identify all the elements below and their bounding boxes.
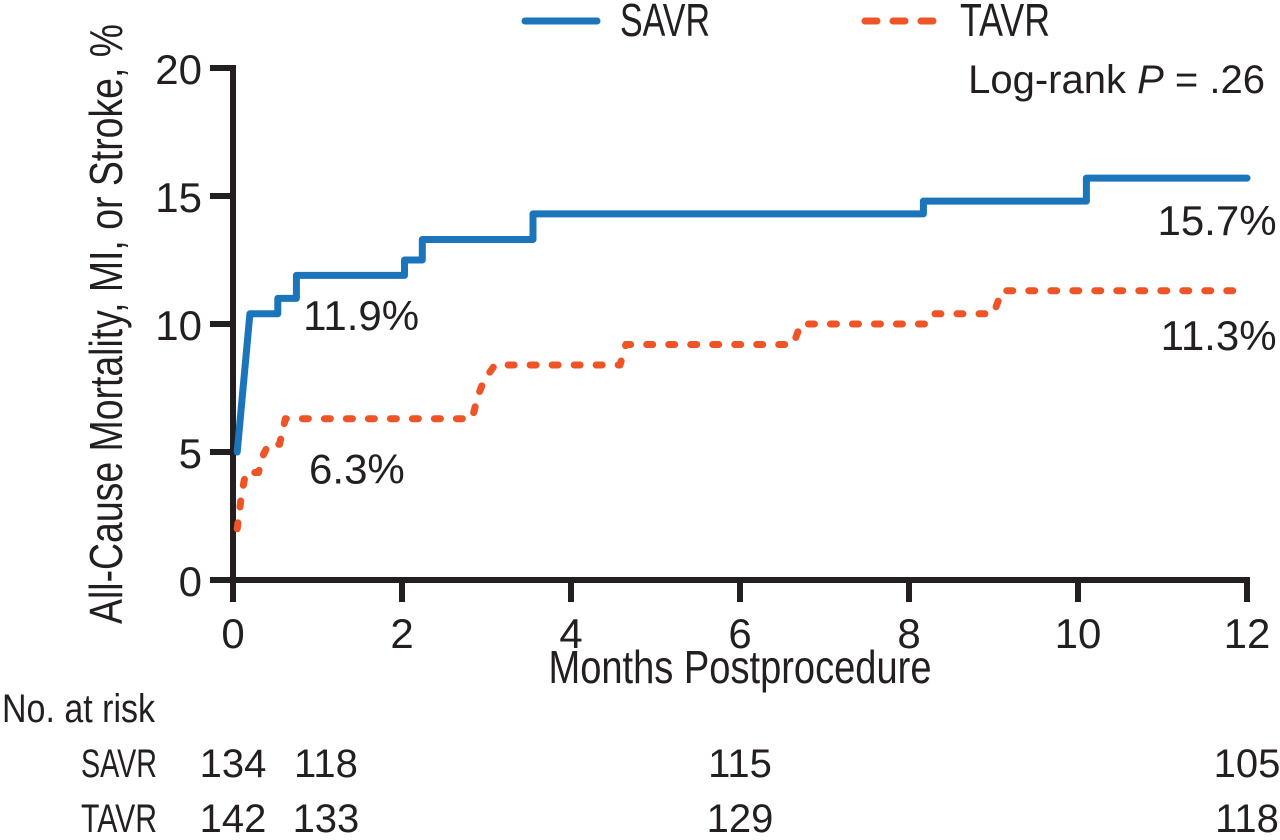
axes: 0 5 10 15 20 0 2 4 6 8 10 12 (155, 46, 1270, 657)
y-axis-label: All-Cause Mortality, MI, or Stroke, % (80, 24, 132, 624)
risk-table: No. at risk SAVR TAVR 134 118 115 105 142 133… (2, 687, 1280, 840)
logrank-suffix: = .26 (1164, 58, 1265, 102)
curve-savr (233, 174, 1251, 456)
y-tick-label: 0 (179, 558, 202, 605)
risk-cell-savr-3: 105 (1214, 742, 1280, 786)
x-tick-label: 8 (897, 610, 920, 657)
risk-cell-tavr-2: 129 (707, 797, 774, 840)
legend-tavr-label: TAVR (960, 0, 1050, 46)
x-tick-label: 4 (559, 610, 582, 657)
curve-value-label: 11.9% (303, 292, 419, 339)
y-tick-label: 10 (155, 302, 202, 349)
logrank-p-symbol: P (1137, 58, 1164, 102)
risk-row-label-savr: SAVR (81, 742, 157, 786)
curve-value-label: 6.3% (309, 445, 405, 492)
x-tick-label: 12 (1224, 610, 1271, 657)
risk-table-title: No. at risk (2, 687, 156, 731)
curve-value-label: 15.7% (1157, 197, 1276, 244)
x-axis-label: Months Postprocedure (549, 641, 932, 693)
x-tick-label: 6 (728, 610, 751, 657)
y-tick-label: 5 (179, 430, 202, 477)
curve-annotations: 11.9% 6.3% 15.7% 11.3% (303, 197, 1276, 492)
risk-cell-tavr-1: 133 (293, 797, 360, 840)
logrank-annotation: Log-rank P = .26 (968, 58, 1265, 102)
risk-cell-tavr-3: 118 (1215, 797, 1279, 840)
y-tick-label: 20 (155, 46, 202, 93)
y-tick-label: 15 (155, 174, 202, 221)
curve-value-label: 11.3% (1161, 312, 1277, 359)
x-tick-label: 10 (1055, 610, 1102, 657)
risk-cell-savr-1: 118 (294, 742, 358, 786)
series-curves (233, 174, 1251, 533)
legend-savr-label: SAVR (620, 0, 710, 46)
risk-cell-tavr-0: 142 (200, 797, 267, 840)
risk-row-label-tavr: TAVR (81, 797, 157, 840)
legend: SAVR TAVR (521, 0, 1050, 46)
risk-cell-savr-0: 134 (200, 742, 267, 786)
logrank-prefix: Log-rank (968, 58, 1137, 102)
risk-cell-savr-2: 115 (708, 742, 772, 786)
x-tick-label: 0 (221, 610, 244, 657)
x-tick-label: 2 (390, 610, 413, 657)
risk-table-cells: 134 118 115 105 142 133 129 118 (200, 742, 1280, 840)
